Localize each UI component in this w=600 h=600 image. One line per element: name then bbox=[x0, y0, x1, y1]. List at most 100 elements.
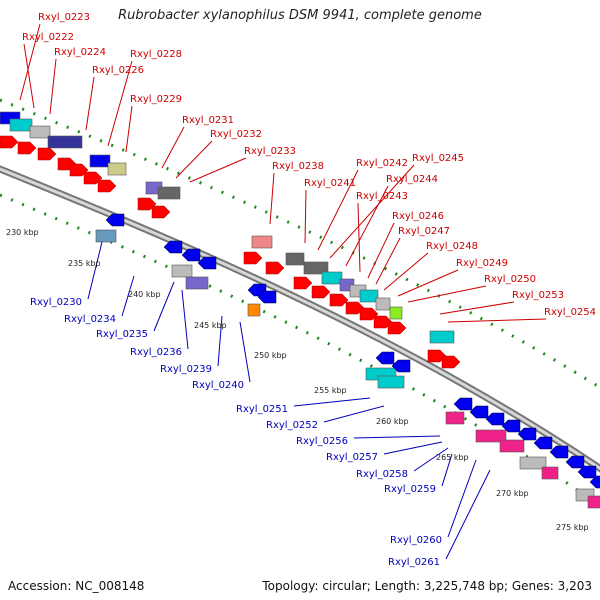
gene-label-reverse: Rxyl_0258 bbox=[356, 469, 408, 480]
gene-arrow-reverse bbox=[577, 465, 597, 479]
gene-label-forward: Rxyl_0228 bbox=[130, 49, 182, 60]
gene-label-reverse: Rxyl_0230 bbox=[30, 297, 82, 308]
inner-tick-track bbox=[0, 193, 600, 508]
label-leader-reverse bbox=[239, 321, 251, 383]
label-leader-forward bbox=[357, 202, 361, 273]
gene-block bbox=[157, 186, 181, 200]
gene-label-forward: Rxyl_0244 bbox=[386, 174, 438, 185]
gene-label-forward: Rxyl_0243 bbox=[356, 191, 408, 202]
label-leader-reverse bbox=[87, 241, 103, 300]
gene-arrow-forward bbox=[441, 355, 461, 369]
label-leader-reverse bbox=[293, 397, 371, 407]
label-leader-reverse bbox=[353, 435, 441, 439]
gene-label-forward: Rxyl_0223 bbox=[38, 12, 90, 23]
gene-block bbox=[541, 466, 559, 480]
gene-block bbox=[285, 252, 305, 266]
label-leader-reverse bbox=[217, 315, 223, 367]
gene-arrow-reverse bbox=[589, 475, 600, 489]
label-leader-forward bbox=[329, 164, 415, 259]
gene-label-reverse: Rxyl_0260 bbox=[390, 535, 442, 546]
gene-arrow-forward bbox=[293, 276, 313, 290]
gene-label-forward: Rxyl_0253 bbox=[512, 290, 564, 301]
gene-label-forward: Rxyl_0254 bbox=[544, 307, 596, 318]
gene-label-reverse: Rxyl_0257 bbox=[326, 452, 378, 463]
label-leader-reverse bbox=[121, 275, 135, 317]
scale-label: 270 kbp bbox=[496, 489, 529, 498]
label-leader-forward bbox=[189, 157, 247, 183]
scale-label: 230 kbp bbox=[6, 228, 39, 237]
label-leader-forward bbox=[125, 105, 133, 153]
label-leader-reverse bbox=[447, 459, 477, 538]
gene-label-forward: Rxyl_0242 bbox=[356, 158, 408, 169]
gene-arrow-forward bbox=[311, 285, 331, 299]
label-leader-reverse bbox=[445, 469, 491, 560]
gene-arrow-forward bbox=[387, 321, 407, 335]
gene-block bbox=[429, 330, 455, 344]
scale-label: 255 kbp bbox=[314, 386, 347, 395]
label-leader-reverse bbox=[413, 447, 449, 472]
gene-arrow-forward bbox=[329, 293, 349, 307]
label-leader-forward bbox=[439, 301, 515, 315]
label-leader-reverse bbox=[383, 441, 443, 455]
gene-block bbox=[9, 118, 33, 132]
label-leader-forward bbox=[19, 23, 41, 101]
gene-block bbox=[247, 303, 261, 317]
gene-block bbox=[47, 135, 83, 149]
gene-label-forward: Rxyl_0222 bbox=[22, 32, 74, 43]
gene-labels: Rxyl_0223 Rxyl_0222 Rxyl_0224 Rxyl_0226 Rxyl… bbox=[22, 12, 596, 568]
gene-label-forward: Rxyl_0224 bbox=[54, 47, 106, 58]
label-leader-forward bbox=[23, 43, 35, 109]
gene-arrow-forward bbox=[17, 141, 37, 155]
scale-label: 245 kbp bbox=[194, 321, 227, 330]
label-leader-forward bbox=[447, 318, 547, 323]
genome-backbone bbox=[0, 165, 600, 473]
gene-arrow-reverse bbox=[197, 256, 217, 270]
gene-arrow-reverse bbox=[469, 405, 489, 419]
gene-arrow-reverse bbox=[375, 351, 395, 365]
gene-block bbox=[445, 411, 465, 425]
gene-label-reverse: Rxyl_0261 bbox=[388, 557, 440, 568]
gene-arrow-reverse bbox=[163, 240, 183, 254]
gene-arrow-forward bbox=[0, 135, 19, 149]
gene-block bbox=[303, 261, 329, 275]
gene-arrow-reverse bbox=[517, 427, 537, 441]
gene-arrow-reverse bbox=[533, 436, 553, 450]
gene-arrow-reverse bbox=[105, 213, 125, 227]
gene-label-forward: Rxyl_0245 bbox=[412, 153, 464, 164]
gene-label-reverse: Rxyl_0236 bbox=[130, 347, 182, 358]
gene-label-forward: Rxyl_0232 bbox=[210, 129, 262, 140]
gene-label-forward: Rxyl_0246 bbox=[392, 211, 444, 222]
gene-arrow-forward bbox=[97, 179, 117, 193]
label-leader-forward bbox=[161, 126, 185, 169]
gene-label-forward: Rxyl_0247 bbox=[398, 226, 450, 237]
scale-label: 250 kbp bbox=[254, 351, 287, 360]
gene-arrow-forward bbox=[37, 147, 57, 161]
gene-block bbox=[29, 125, 51, 139]
label-lines bbox=[19, 23, 547, 560]
gene-block bbox=[359, 289, 379, 303]
gene-arrow-reverse bbox=[181, 248, 201, 262]
gene-label-reverse: Rxyl_0251 bbox=[236, 404, 288, 415]
gene-block bbox=[389, 306, 403, 320]
outer-tick-track bbox=[0, 98, 600, 390]
gene-arrow-reverse bbox=[485, 412, 505, 426]
gene-label-reverse: Rxyl_0252 bbox=[266, 420, 318, 431]
map-title: Rubrobacter xylanophilus DSM 9941, compl… bbox=[118, 8, 482, 23]
label-leader-forward bbox=[375, 237, 401, 285]
gene-label-forward: Rxyl_0241 bbox=[304, 178, 356, 189]
label-leader-forward bbox=[367, 222, 395, 279]
gene-block bbox=[499, 439, 525, 453]
gene-block bbox=[587, 495, 600, 509]
gene-arrow-reverse bbox=[565, 455, 585, 469]
gene-label-forward: Rxyl_0233 bbox=[244, 146, 296, 157]
gene-block bbox=[95, 229, 117, 243]
scale-label: 275 kbp bbox=[556, 523, 589, 532]
label-leader-forward bbox=[49, 58, 57, 115]
scale-label: 265 kbp bbox=[436, 453, 469, 462]
gene-label-forward: Rxyl_0238 bbox=[272, 161, 324, 172]
gene-block bbox=[519, 456, 547, 470]
gene-label-forward: Rxyl_0229 bbox=[130, 94, 182, 105]
label-leader-forward bbox=[304, 189, 307, 244]
